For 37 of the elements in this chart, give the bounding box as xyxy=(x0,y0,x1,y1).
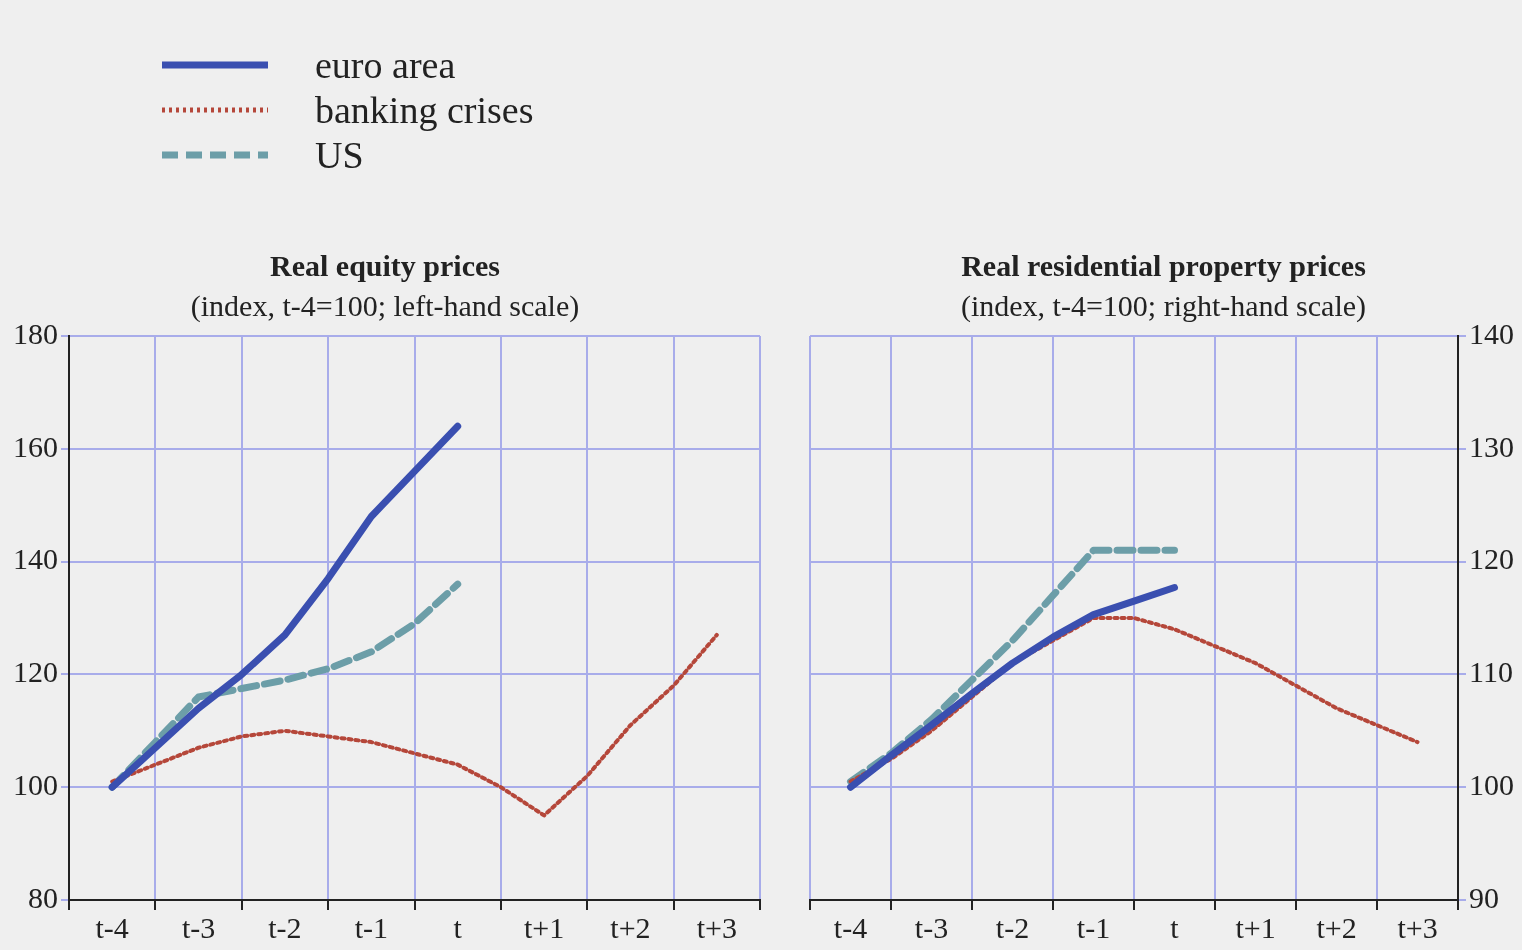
y2-tick-label: 130 xyxy=(1469,429,1514,463)
legend-label: euro area xyxy=(315,42,456,87)
y2-tick-label: 120 xyxy=(1469,542,1514,576)
y-tick-label: 100 xyxy=(13,768,58,802)
x-tick-label: t-4 xyxy=(833,910,868,944)
x-tick-label: t-3 xyxy=(181,910,216,944)
x-tick-label: t-3 xyxy=(914,910,949,944)
line-series xyxy=(110,632,719,818)
x-tick-label: t-2 xyxy=(995,910,1030,944)
x-tick-label: t+1 xyxy=(523,910,565,944)
y2-tick-label: 100 xyxy=(1469,768,1514,802)
chart-title: Real residential property prices xyxy=(961,248,1366,282)
y2-tick-label: 90 xyxy=(1469,880,1499,914)
y2-tick-label: 140 xyxy=(1469,316,1514,350)
x-tick-label: t+3 xyxy=(696,910,737,944)
y-tick-label: 80 xyxy=(28,880,58,914)
line-series xyxy=(848,616,1420,784)
x-tick-label: t-2 xyxy=(268,910,302,944)
x-tick-label: t+1 xyxy=(1235,910,1276,944)
x-tick-label: t-1 xyxy=(354,910,388,944)
y-tick-label: 120 xyxy=(13,655,58,689)
x-tick-label: t xyxy=(453,910,463,944)
x-tick-label: t+3 xyxy=(1397,910,1438,944)
legend-label: US xyxy=(315,132,364,177)
chart-subtitle: (index, t-4=100; right-hand scale) xyxy=(960,288,1367,323)
y2-tick-label: 110 xyxy=(1469,655,1513,689)
y-tick-label: 160 xyxy=(13,429,58,463)
x-tick-label: t-1 xyxy=(1076,910,1111,944)
chart-title: Real equity prices xyxy=(270,248,500,282)
x-tick-label: t+2 xyxy=(1316,910,1357,944)
y-tick-label: 180 xyxy=(13,316,58,350)
x-tick-label: t xyxy=(1170,910,1180,944)
x-tick-label: t-4 xyxy=(95,910,129,944)
chart-subtitle: (index, t-4=100; left-hand scale) xyxy=(190,288,580,323)
x-tick-label: t+2 xyxy=(610,910,651,944)
legend-label: banking crises xyxy=(315,87,534,132)
y-tick-label: 140 xyxy=(13,542,58,576)
